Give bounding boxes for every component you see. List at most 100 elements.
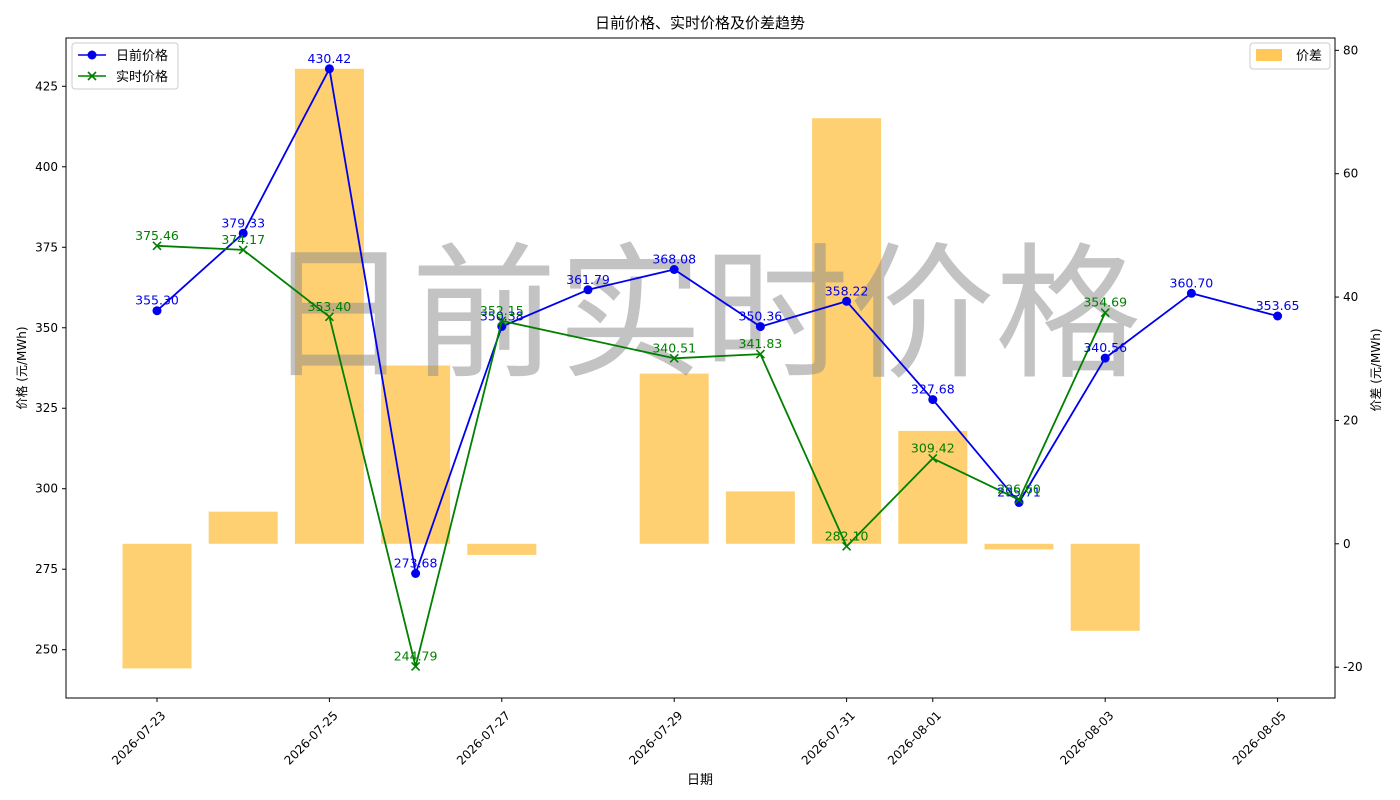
right-axis-tick-label: 40 [1343,290,1358,304]
left-axis-tick-label: 300 [35,482,58,496]
real-time-price-label: 341.83 [739,336,783,351]
day-ahead-price-point [669,265,679,274]
legend-right: 价差 [1249,42,1331,70]
day-ahead-price-point [842,296,852,306]
real-time-price-point [928,453,938,463]
y-axis-label-right: 价差 (元/MWh) [1369,328,1383,411]
left-axis-tick-label: 325 [35,401,58,415]
day-ahead-price-label: 295.71 [997,485,1041,500]
x-axis-tick-label: 2026-07-29 [626,708,685,767]
real-time-price-point [152,241,162,251]
day-ahead-price-label: 430.42 [308,51,352,66]
day-ahead-price-label: 360.70 [1170,275,1214,290]
lines-layer [152,64,1283,672]
left-axis-tick-label: 375 [35,240,58,254]
day-ahead-price-line [156,67,1278,575]
day-ahead-price-point [1100,353,1110,363]
x-axis-label: 日期 [687,773,713,788]
day-ahead-price-point [928,395,938,405]
spread-bar [812,118,882,544]
x-axis-tick-label: 2026-08-01 [885,708,944,767]
real-time-price-point [669,353,679,363]
left-axis-tick-label: 250 [35,643,58,657]
left-axis-tick-label: 275 [35,562,58,576]
day-ahead-price-label: 327.68 [911,382,955,397]
spread-bar [1070,543,1140,631]
spread-bar [898,430,968,544]
day-ahead-price-label: 273.68 [394,556,438,571]
day-ahead-price-point [1186,288,1196,298]
day-ahead-price-label: 350.36 [739,309,783,324]
legend-day-ahead-marker [87,50,97,60]
left-axis-tick-label: 400 [35,160,58,174]
real-time-price-label: 282.10 [825,528,869,543]
spread-bar [208,511,278,544]
left-axis-tick-label: 350 [35,321,58,335]
real-time-price-point [1100,308,1110,318]
real-time-price-label: 244.79 [394,649,438,664]
right-axis-tick-label: 20 [1343,413,1358,427]
x-axis-tick-label: 2026-07-25 [282,708,341,767]
watermark: 日前实时价格 [265,230,1141,400]
legend-real-time-label: 实时价格 [116,69,168,85]
right-axis-tick-label: -20 [1343,660,1363,674]
real-time-price-label: 296.60 [997,482,1041,497]
real-time-price-point [324,312,334,322]
x-axis-tick-label: 2026-07-27 [454,708,513,767]
day-ahead-price-point [324,64,334,74]
real-time-price-point [238,245,248,255]
day-ahead-price-point [583,285,593,295]
legend-spread-swatch [1256,49,1282,61]
day-ahead-price-label: 350.38 [480,309,524,324]
left-axis-tick-label: 425 [35,79,58,93]
chart-title: 日前价格、实时价格及价差趋势 [595,14,805,32]
real-time-price-point [842,541,852,551]
day-ahead-price-label: 361.79 [566,272,610,287]
spread-bar [381,365,451,544]
real-time-price-label: 374.17 [221,232,265,247]
y-axis-label-left: 价格 (元/MWh) [14,326,29,409]
real-time-price-label: 340.51 [652,340,696,355]
spread-bar [122,543,192,669]
spread-bar [294,68,364,544]
legend-left: 日前价格 实时价格 [71,42,179,90]
real-time-price-label: 352.15 [480,303,524,318]
right-axis-tick-label: 0 [1343,537,1351,551]
spread-bar [725,491,795,544]
real-time-price-point [755,349,765,359]
real-time-price-point [411,661,421,672]
x-axis-tick-label: 2026-07-31 [799,708,858,767]
day-ahead-price-label: 379.33 [221,215,265,230]
plot-frame [65,37,1336,699]
day-ahead-price-point [1014,498,1024,507]
real-time-price-label: 353.40 [308,299,352,314]
real-time-price-label: 309.42 [911,440,955,455]
real-time-price-label: 354.69 [1083,295,1127,310]
day-ahead-price-label: 353.65 [1256,298,1300,313]
x-axis-tick-label: 2026-08-05 [1230,708,1289,767]
labels-layer: 355.30 379.33 430.42 273.68 350.38 361.79 368.… [135,51,1299,664]
day-ahead-price-label: 340.56 [1083,340,1127,355]
day-ahead-price-point [238,228,248,238]
day-ahead-price-label: 355.30 [135,293,179,308]
x-axis-tick-label: 2026-07-23 [109,708,168,767]
day-ahead-price-label: 368.08 [652,252,696,267]
legend-real-time-marker [87,71,97,81]
day-ahead-price-point [1273,311,1283,321]
spread-bar [639,373,709,544]
bars-layer [122,68,1140,669]
real-time-price-point [1014,495,1024,505]
day-ahead-price-point [152,306,162,316]
x-axis-tick-label: 2026-08-03 [1057,708,1116,767]
legend-spread-label: 价差 [1296,49,1322,64]
day-ahead-price-point [755,322,765,332]
right-axis-tick-label: 80 [1343,43,1358,57]
real-time-price-label: 375.46 [135,228,179,243]
real-time-price-point [497,316,507,326]
day-ahead-price-label: 358.22 [825,283,869,298]
spread-bar [984,543,1054,550]
legend-day-ahead-label: 日前价格 [116,48,168,64]
spread-bar [467,543,537,555]
right-axis-tick-label: 60 [1343,167,1358,181]
